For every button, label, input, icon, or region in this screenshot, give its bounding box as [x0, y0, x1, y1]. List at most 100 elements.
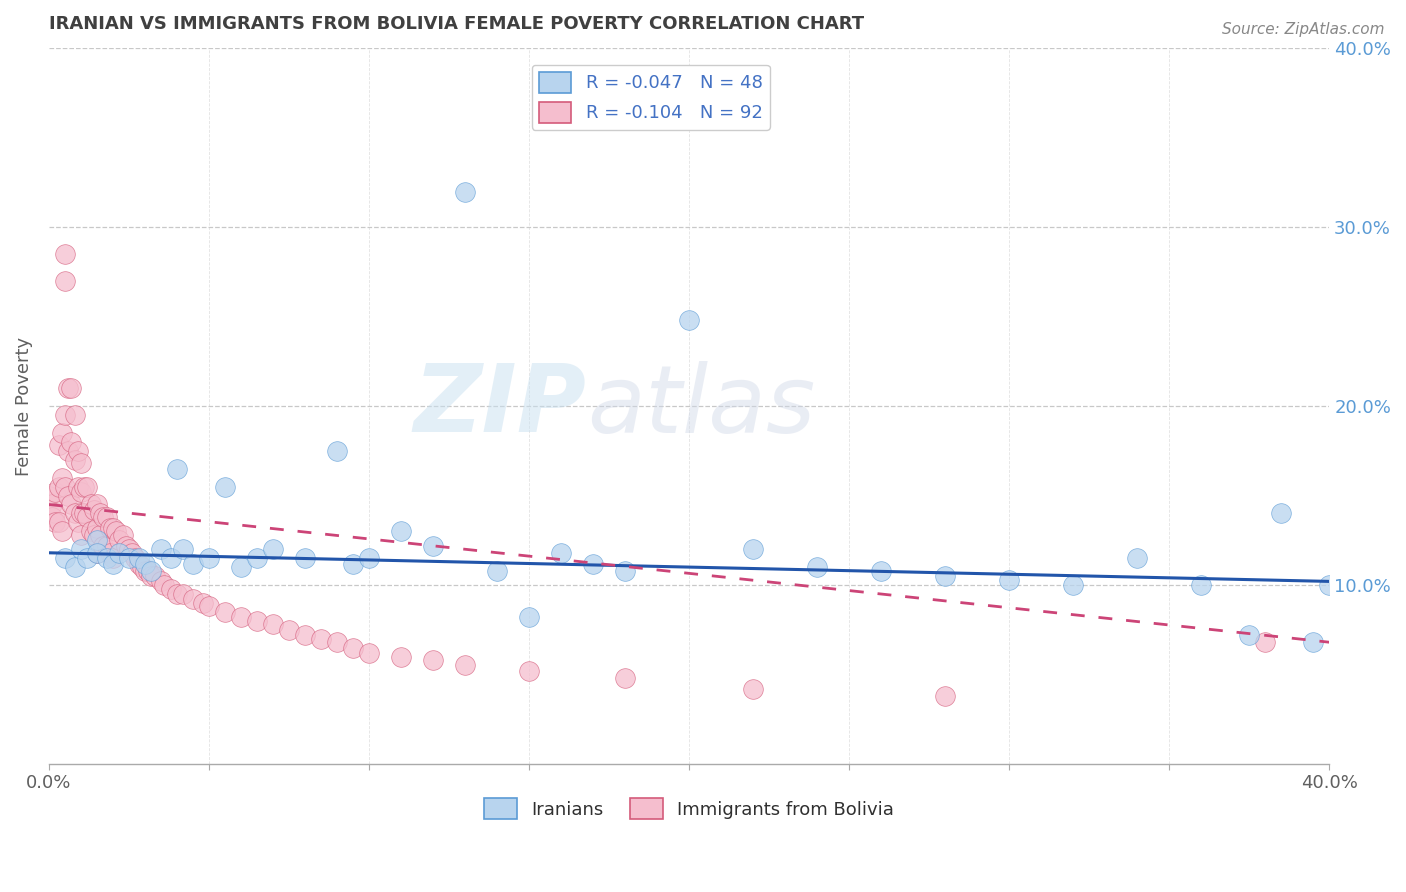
Point [63, 560, 86, 574]
Point [86, 546, 108, 560]
Point [60, 498, 83, 512]
Point [118, 551, 141, 566]
Text: IRANIAN VS IMMIGRANTS FROM BOLIVIA FEMALE POVERTY CORRELATION CHART: IRANIAN VS IMMIGRANTS FROM BOLIVIA FEMAL… [49, 15, 865, 33]
Point [357, 646, 380, 660]
Point [66, 516, 89, 530]
Point [48, 516, 70, 530]
Point [422, 653, 444, 667]
Point [79, 498, 101, 512]
Point [38, 489, 60, 503]
Point [1126, 551, 1149, 566]
Point [150, 542, 173, 557]
Point [70, 507, 93, 521]
Point [70, 456, 93, 470]
Point [76, 510, 98, 524]
Point [98, 521, 121, 535]
Point [246, 551, 269, 566]
Point [998, 573, 1021, 587]
Point [342, 557, 364, 571]
Point [63, 452, 86, 467]
Point [582, 557, 605, 571]
Legend: Iranians, Immigrants from Bolivia: Iranians, Immigrants from Bolivia [477, 791, 901, 826]
Point [198, 599, 221, 614]
Point [806, 560, 828, 574]
Point [60, 434, 83, 449]
Point [517, 610, 540, 624]
Point [454, 658, 477, 673]
Point [63, 408, 86, 422]
Point [278, 623, 301, 637]
Point [172, 542, 194, 557]
Point [742, 681, 765, 696]
Point [63, 507, 86, 521]
Point [96, 539, 118, 553]
Point [48, 480, 70, 494]
Point [48, 438, 70, 452]
Point [141, 564, 163, 578]
Point [118, 542, 141, 557]
Point [214, 605, 236, 619]
Point [326, 635, 349, 649]
Point [1254, 635, 1277, 649]
Point [73, 507, 96, 521]
Point [159, 582, 181, 596]
Point [70, 485, 93, 500]
Point [1189, 578, 1212, 592]
Point [51, 524, 73, 539]
Point [66, 443, 89, 458]
Point [111, 528, 134, 542]
Point [96, 510, 118, 524]
Point [166, 461, 188, 475]
Point [141, 569, 163, 583]
Point [486, 564, 509, 578]
Point [86, 546, 108, 560]
Point [150, 574, 173, 589]
Point [1062, 578, 1084, 592]
Point [93, 539, 115, 553]
Point [53, 408, 76, 422]
Point [357, 551, 380, 566]
Point [1239, 628, 1261, 642]
Point [870, 564, 893, 578]
Point [229, 560, 252, 574]
Point [128, 557, 150, 571]
Point [134, 557, 156, 571]
Point [76, 551, 98, 566]
Point [101, 521, 124, 535]
Point [181, 592, 204, 607]
Point [294, 551, 316, 566]
Point [517, 664, 540, 678]
Point [159, 551, 181, 566]
Point [53, 274, 76, 288]
Point [422, 539, 444, 553]
Point [44, 507, 66, 521]
Point [389, 524, 412, 539]
Point [56, 381, 79, 395]
Point [124, 551, 146, 566]
Point [41, 498, 63, 512]
Text: Source: ZipAtlas.com: Source: ZipAtlas.com [1222, 22, 1385, 37]
Point [742, 542, 765, 557]
Point [153, 578, 176, 592]
Point [56, 489, 79, 503]
Point [246, 614, 269, 628]
Point [60, 381, 83, 395]
Point [229, 610, 252, 624]
Point [51, 425, 73, 440]
Point [454, 185, 477, 199]
Point [86, 533, 108, 548]
Y-axis label: Female Poverty: Female Poverty [15, 336, 32, 475]
Point [1270, 507, 1292, 521]
Point [128, 551, 150, 566]
Point [108, 546, 131, 560]
Point [214, 480, 236, 494]
Point [614, 671, 637, 685]
Point [89, 528, 111, 542]
Point [181, 557, 204, 571]
Point [326, 443, 349, 458]
Point [51, 471, 73, 485]
Point [262, 617, 284, 632]
Point [108, 533, 131, 548]
Point [1317, 578, 1340, 592]
Point [70, 528, 93, 542]
